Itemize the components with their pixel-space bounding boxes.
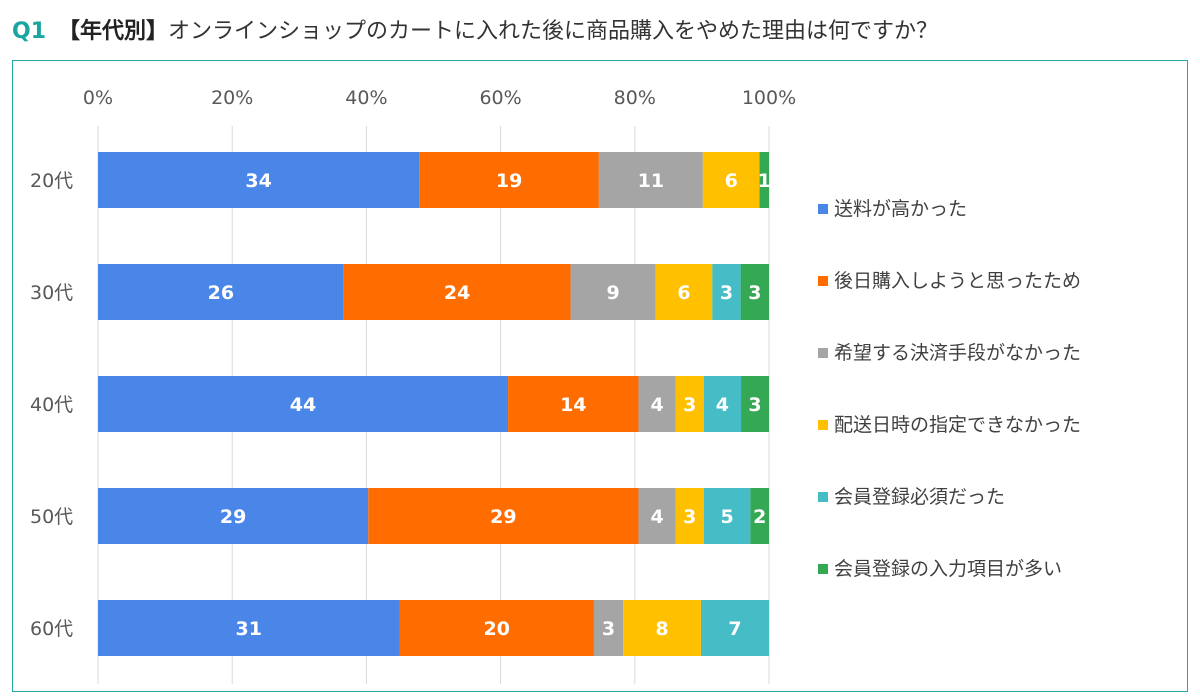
- legend-swatch: [818, 492, 828, 502]
- x-tick-label: 60%: [479, 87, 521, 109]
- chart-title: Q1 【年代別】オンラインショップのカートに入れた後に商品購入をやめた理由は何です…: [12, 14, 938, 50]
- data-label: 20: [483, 618, 509, 640]
- bar-segment: [638, 376, 676, 432]
- data-label: 3: [748, 282, 761, 304]
- data-label: 4: [651, 394, 664, 416]
- category-label: 60代: [30, 618, 73, 640]
- bar-segment: [399, 600, 594, 656]
- data-label: 14: [560, 394, 586, 416]
- legend-swatch: [818, 564, 828, 574]
- x-tick-label: 80%: [614, 87, 656, 109]
- bar-segment: [570, 264, 656, 320]
- bar-segment: [508, 376, 639, 432]
- legend-label: 会員登録必須だった: [834, 486, 1006, 508]
- bar-segment: [598, 152, 703, 208]
- data-label: 3: [748, 394, 761, 416]
- category-label: 30代: [30, 282, 73, 304]
- bar-segment: [759, 152, 769, 208]
- bar-segment: [98, 488, 369, 544]
- question-text: オンラインショップのカートに入れた後に商品購入をやめた理由は何ですか？: [168, 19, 939, 44]
- bar-segment: [655, 264, 713, 320]
- legend-item: 後日購入しようと思ったため: [818, 266, 1188, 338]
- bar-segment: [712, 264, 741, 320]
- legend-item: 配送日時の指定できなかった: [818, 410, 1188, 482]
- legend-label: 配送日時の指定できなかった: [834, 414, 1082, 436]
- legend-item: 送料が高かった: [818, 194, 1188, 266]
- bar-segment: [741, 376, 769, 432]
- data-label: 2: [753, 506, 766, 528]
- bar-segment: [702, 152, 760, 208]
- data-label: 5: [720, 506, 733, 528]
- legend-label: 会員登録の入力項目が多い: [834, 558, 1063, 580]
- bar-segment: [98, 376, 509, 432]
- legend-item: 会員登録必須だった: [818, 482, 1188, 554]
- legend-swatch: [818, 276, 828, 286]
- x-tick-label: 40%: [345, 87, 387, 109]
- data-label: 24: [444, 282, 470, 304]
- bar-segment: [419, 152, 599, 208]
- data-label: 31: [236, 618, 262, 640]
- data-label: 3: [683, 394, 696, 416]
- data-label: 7: [728, 618, 741, 640]
- data-label: 4: [716, 394, 729, 416]
- bar-segment: [623, 600, 701, 656]
- data-label: 1: [758, 170, 771, 192]
- category-label: 40代: [30, 394, 73, 416]
- x-tick-label: 20%: [211, 87, 253, 109]
- chart-legend: 送料が高かった後日購入しようと思ったため 希望する決済手段がなかった 配送日時の指定…: [818, 194, 1188, 626]
- bar-segment: [98, 264, 344, 320]
- bar-segment: [675, 376, 704, 432]
- legend-item: 希望する決済手段がなかった: [818, 338, 1188, 410]
- bar-segment: [700, 600, 769, 656]
- data-label: 9: [606, 282, 619, 304]
- data-label: 3: [602, 618, 615, 640]
- bar-segment: [750, 488, 769, 544]
- legend-label: 後日購入しようと思ったため: [834, 270, 1082, 292]
- data-label: 26: [208, 282, 234, 304]
- data-label: 44: [290, 394, 316, 416]
- data-label: 6: [677, 282, 690, 304]
- data-label: 19: [496, 170, 522, 192]
- data-label: 3: [720, 282, 733, 304]
- x-tick-label: 100%: [742, 87, 796, 109]
- data-label: 34: [245, 170, 271, 192]
- bar-segment: [98, 152, 420, 208]
- question-number: Q1: [12, 19, 47, 44]
- legend-item: 会員登録の入力項目が多い: [818, 554, 1188, 626]
- data-label: 8: [655, 618, 668, 640]
- category-label: 20代: [30, 170, 73, 192]
- bar-segment: [593, 600, 624, 656]
- question-tag: 【年代別】: [58, 19, 169, 44]
- legend-label: 送料が高かった: [834, 198, 968, 220]
- bar-segment: [638, 488, 676, 544]
- legend-swatch: [818, 420, 828, 430]
- data-label: 6: [725, 170, 738, 192]
- legend-swatch: [818, 204, 828, 214]
- data-label: 3: [683, 506, 696, 528]
- legend-swatch: [818, 348, 828, 358]
- legend-label: 希望する決済手段がなかった: [834, 342, 1082, 364]
- bar-segment: [675, 488, 704, 544]
- data-label: 29: [490, 506, 516, 528]
- bar-segment: [740, 264, 769, 320]
- bar-segment: [368, 488, 639, 544]
- x-tick-label: 0%: [83, 87, 113, 109]
- chart-frame: [12, 60, 1188, 692]
- bar-segment: [98, 600, 400, 656]
- data-label: 4: [651, 506, 664, 528]
- bar-segment: [703, 488, 751, 544]
- data-label: 11: [638, 170, 664, 192]
- bar-segment: [703, 376, 742, 432]
- bar-segment: [343, 264, 571, 320]
- category-label: 50代: [30, 506, 73, 528]
- data-label: 29: [220, 506, 246, 528]
